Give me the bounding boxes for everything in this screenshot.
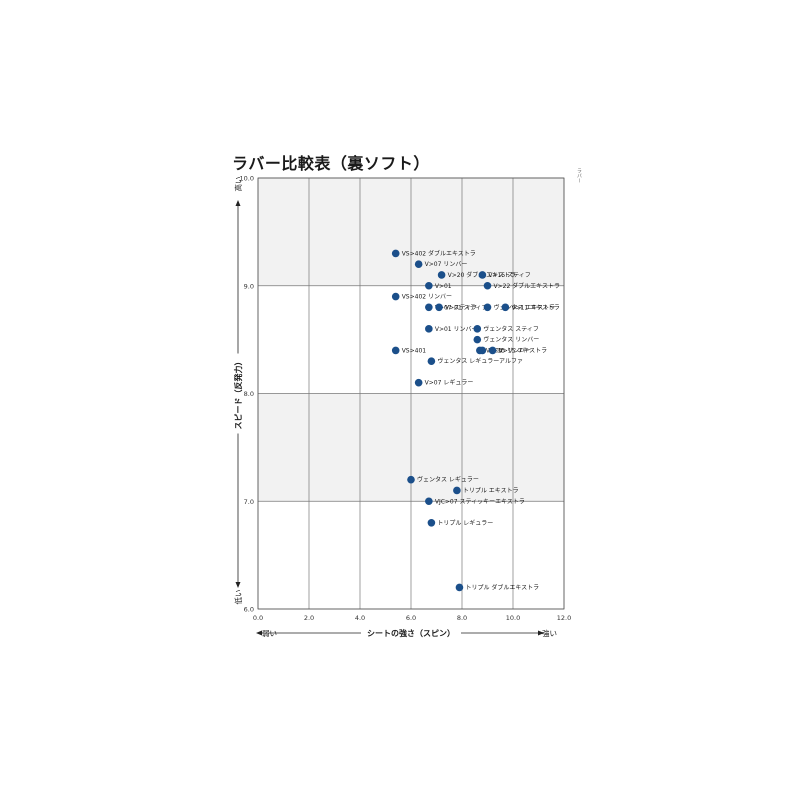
data-point-label: V>01 スティフ	[445, 304, 487, 311]
tick-labels: 0.0 2.0 4.0 6.0 8.0 10.0 12.0 6.0 7.0 8.0 9.0 10.0	[240, 175, 572, 623]
data-point-label: V>15 エキストラ	[499, 347, 547, 354]
data-point	[473, 335, 482, 344]
data-point	[427, 519, 436, 527]
x-tick-label: 6.0	[406, 614, 416, 622]
data-point-label: トリプル レギュラー	[437, 520, 493, 527]
y-tick-label: 6.0	[244, 606, 254, 614]
data-point-label: ヴェンタス レギュラー	[417, 476, 479, 484]
data-point	[414, 260, 423, 269]
data-point	[455, 583, 464, 592]
data-point	[478, 346, 487, 355]
data-point-label: トリプル ダブルエキストラ	[465, 583, 539, 591]
data-point-label: トリプル エキストラ	[463, 487, 519, 494]
y-high-label: 高い	[233, 177, 243, 192]
x-arrow-right-head	[538, 630, 544, 636]
data-point-label: ヴェンタス スティフ	[483, 325, 539, 333]
y-axis-title: スピード（反発力）	[233, 358, 243, 430]
x-tick-label: 2.0	[304, 614, 314, 622]
data-point-label: VS>402 リンバー	[402, 294, 452, 301]
grid-lines	[257, 177, 565, 610]
corner-note: ラバー	[576, 168, 582, 183]
data-point	[435, 303, 443, 312]
x-tick-label: 10.0	[506, 614, 520, 622]
data-point-label: V>07 レギュラー	[425, 380, 474, 387]
x-tick-label: 0.0	[253, 614, 263, 622]
data-point	[478, 271, 487, 279]
data-point-label: V>07 スティフ	[435, 304, 477, 311]
data-point	[407, 475, 415, 484]
data-point	[391, 249, 400, 258]
x-high-label: 強い	[542, 628, 557, 638]
data-point	[488, 346, 497, 355]
x-axis-title: シートの強さ（スピン）	[367, 628, 455, 638]
data-point	[391, 346, 400, 355]
data-point-label: V>07 リンバー	[425, 261, 468, 268]
data-point	[453, 486, 461, 495]
chart-title: ラバー比較表（裏ソフト）	[232, 154, 430, 173]
plot-border	[257, 177, 565, 610]
data-point	[483, 281, 492, 290]
data-point	[414, 378, 423, 387]
data-point	[427, 357, 436, 365]
data-point-label: V>15 スティフ	[488, 272, 530, 279]
data-point	[425, 497, 433, 506]
x-tick-label: 12.0	[557, 614, 571, 622]
data-point-label: ヴェンタス レギュラーアルファ	[437, 357, 523, 365]
data-point-label: VS>401	[402, 347, 427, 354]
data-point-label: V>22 ダブルエキストラ	[494, 282, 561, 290]
x-tick-label: 8.0	[457, 614, 467, 622]
data-point-label: V>11 エキストラ	[511, 304, 559, 311]
y-tick-label: 8.0	[244, 390, 254, 398]
x-tick-label: 4.0	[355, 614, 365, 622]
data-point-label: ヴェンタス エキストラ	[494, 303, 556, 311]
data-point	[425, 281, 433, 290]
data-point-label: V>01	[435, 283, 452, 290]
y-tick-label: 7.0	[244, 498, 254, 506]
data-point	[437, 271, 446, 279]
data-point-label: VS>402 ダブルエキストラ	[402, 249, 476, 257]
y-arrow-down-head	[235, 582, 241, 588]
data-point-label: ヴェンタス リンバー	[483, 336, 539, 344]
data-point	[483, 303, 492, 312]
data-point-label: VJC>07 スティッキーエキストラ	[435, 498, 525, 505]
data-point	[425, 303, 433, 312]
axis-annotations: 弱い 強い シートの強さ（スピン） 高い 低い スピード（反発力）	[233, 177, 557, 639]
x-arrow-left-head	[256, 630, 262, 636]
x-low-label: 弱い	[262, 629, 277, 638]
data-point	[473, 325, 482, 333]
y-tick-label: 10.0	[240, 175, 254, 183]
y-arrow-up-head	[235, 200, 241, 206]
y-low-label: 低い	[233, 590, 243, 605]
data-point-label: V>15 リンバー	[488, 347, 531, 354]
data-point	[425, 325, 433, 333]
data-point	[501, 303, 510, 312]
y-tick-label: 9.0	[244, 282, 254, 290]
data-point	[391, 292, 400, 301]
data-point-label: V>01 リンバー	[435, 326, 478, 333]
